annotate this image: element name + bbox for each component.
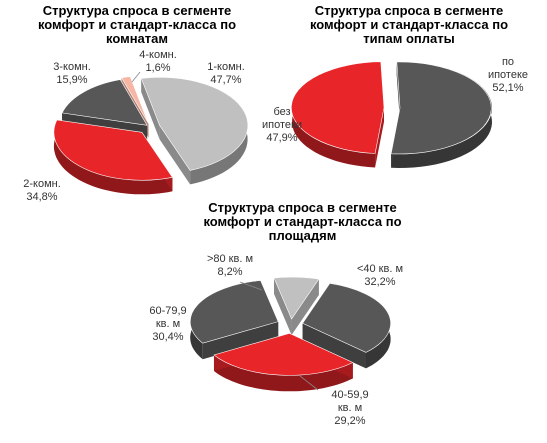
pie-2-face-80-кв-м-0: [273, 277, 292, 336]
pie-1-label-по-ипотеке: по ипотеке 52,1%: [488, 56, 528, 94]
pie-0-label-4-комн: 4-комн. 1,6%: [139, 49, 177, 74]
pie-0-slice-3-комн: [61, 79, 148, 126]
pie-0-slice-2-комн: [53, 119, 173, 181]
pie-0-face-1-комн-1: [159, 125, 191, 185]
pie-2-slice-40-59-9-кв-м: [213, 333, 354, 376]
pie-0-leader-4-комн: [131, 71, 141, 83]
pie-0-label-2-комн: 2-комн. 34,8%: [23, 178, 61, 203]
pie-1-face-без-ипотеки-0: [375, 107, 385, 168]
pie-0-slice-1-комн: [140, 77, 249, 171]
pie-0-label-3-комн: 3-комн. 15,9%: [53, 61, 91, 86]
pie-1: по ипотеке 52,1% без ипотеки 47,9%: [262, 56, 528, 168]
pie-2-label-80-кв-м: >80 кв. м 8,2%: [207, 253, 253, 278]
pie-2-label-60-79-9-кв-м: 60-79,9 кв. м 30,4%: [149, 305, 186, 343]
pie-1-slice-по-ипотеке: [390, 61, 492, 155]
pie-2-leader-40-59-9-кв-м: [299, 375, 319, 391]
pie-0-label-1-комн: 1-комн. 47,7%: [207, 61, 245, 86]
pie-0-slice-4-комн: [121, 76, 149, 124]
pie-2-label-40-кв-м: <40 кв. м 32,2%: [357, 263, 403, 288]
pie-2-leader-80-кв-м: [239, 281, 263, 291]
pie-2-face-40-кв-м-1: [302, 323, 367, 369]
pie-2: <40 кв. м 32,2% 40-59,9 кв. м 29,2% 60-79,9 кв…: [149, 253, 403, 427]
pie-2-face-80-кв-м-1: [291, 279, 319, 336]
pie-2-label-40-59-9-кв-м: 40-59,9 кв. м 29,2%: [331, 389, 368, 427]
chart-title-payment: Структура спроса в сегменте комфорт и ст…: [309, 3, 509, 46]
chart-title-area: Структура спроса в сегменте комфорт и ст…: [203, 200, 402, 243]
pie-1-slice-без-ипотеки: [291, 61, 385, 154]
pie-0-face-1-комн-0: [141, 78, 160, 140]
pie-2-slice-80-кв-м: [273, 276, 320, 320]
pie-2-slice-40-кв-м: [302, 282, 391, 353]
pie-0: 1-комн. 47,7% 2-комн. 34,8% 3-комн. 15,9% 4-ко…: [23, 49, 249, 203]
pie-0-wall-2-комн: [53, 119, 173, 195]
pie-2-wall-40-59-9-кв-м: [214, 355, 353, 392]
pie-2-face-60-79-9-кв-м-0: [202, 321, 279, 360]
chart-title-rooms: Структура спроса в сегменте комфорт и ст…: [37, 3, 237, 46]
pie-1-label-без-ипотеки: без ипотеки 47,9%: [262, 106, 302, 144]
